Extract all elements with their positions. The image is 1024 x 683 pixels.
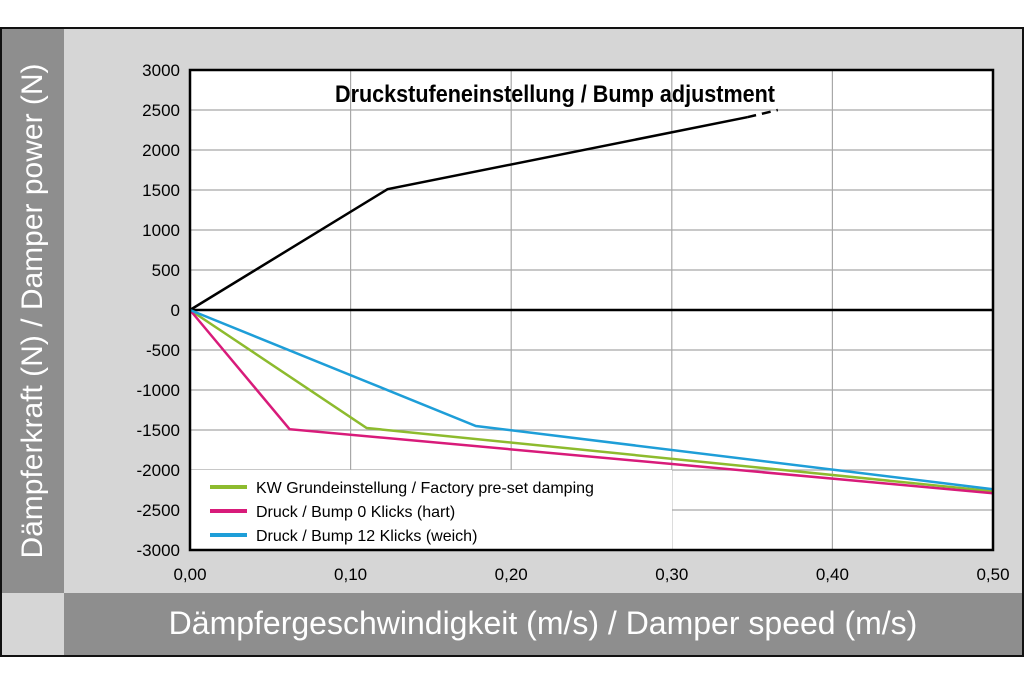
y-tick-label: -1000: [137, 381, 180, 400]
plot-border: [188, 68, 995, 552]
rebound-line: [189, 115, 748, 312]
x-tick-label: 0,50: [976, 565, 1009, 584]
x-tick-label: 0,20: [495, 565, 528, 584]
x-tick-label: 0,00: [173, 565, 206, 584]
y-tick-label: 3000: [142, 61, 180, 80]
series-line-1: [189, 309, 994, 495]
x-axis-label: Dämpfergeschwindigkeit (m/s) / Damper sp…: [168, 605, 918, 641]
y-tick-label: 2000: [142, 141, 180, 160]
series-line-0: [189, 308, 994, 493]
x-tick-label: 0,40: [816, 565, 849, 584]
y-tick-label: 1000: [142, 221, 180, 240]
x-tick-label: 0,30: [655, 565, 688, 584]
legend-label: Druck / Bump 12 Klicks (weich): [256, 528, 477, 545]
y-tick-label: -500: [146, 341, 180, 360]
x-axis-band: Dämpfergeschwindigkeit (m/s) / Damper sp…: [64, 593, 1022, 655]
legend-box: [191, 470, 672, 549]
corner: [2, 593, 64, 655]
y-tick-label: -1500: [137, 421, 180, 440]
y-tick-label: -2000: [137, 461, 180, 480]
y-tick-label: 500: [152, 261, 180, 280]
rebound-dashed-extension: [746, 108, 779, 119]
y-tick-label: -3000: [137, 541, 180, 560]
x-tick-label: 0,10: [334, 565, 367, 584]
legend-label: KW Grundeinstellung / Factory pre-set da…: [256, 480, 594, 497]
y-tick-label: 0: [171, 301, 180, 320]
y-axis-band: Dämpferkraft (N) / Damper power (N): [2, 29, 64, 593]
y-tick-label: 1500: [142, 181, 180, 200]
y-tick-label: -2500: [137, 501, 180, 520]
y-tick-label: 2500: [142, 101, 180, 120]
chart-title: Druckstufeneinstellung / Bump adjustment: [335, 81, 775, 108]
series-line-2: [189, 308, 994, 491]
legend-label: Druck / Bump 0 Klicks (hart): [256, 504, 455, 521]
